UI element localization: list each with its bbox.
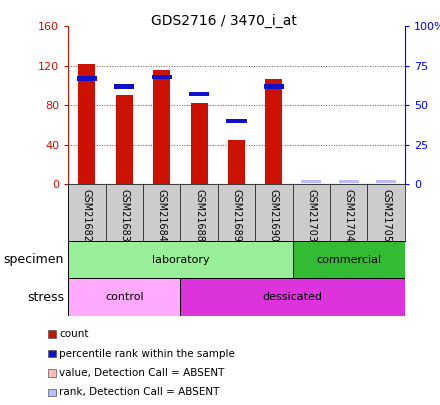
Bar (153, 70, 170, 184)
Bar (77, 76, 97, 81)
Text: control: control (105, 292, 143, 302)
Text: GSM21704: GSM21704 (344, 189, 354, 242)
Text: commercial: commercial (316, 255, 381, 264)
Text: percentile rank within the sample: percentile rank within the sample (59, 349, 235, 358)
Text: GDS2716 / 3470_i_at: GDS2716 / 3470_i_at (151, 14, 297, 28)
Bar (68, 278, 180, 316)
Bar (191, 103, 208, 184)
Text: laboratory: laboratory (152, 255, 209, 264)
Bar (116, 96, 133, 184)
Bar (152, 75, 172, 79)
Bar (68, 241, 293, 278)
Bar (264, 84, 284, 89)
Text: GSM21689: GSM21689 (231, 189, 242, 242)
Text: GSM21703: GSM21703 (306, 189, 316, 242)
Bar (339, 180, 359, 183)
Bar (301, 180, 321, 183)
Text: stress: stress (27, 290, 64, 304)
Text: GSM21684: GSM21684 (157, 189, 167, 242)
Text: count: count (59, 329, 89, 339)
Text: GSM21690: GSM21690 (269, 189, 279, 242)
Text: GSM21682: GSM21682 (82, 189, 92, 242)
Text: GSM21683: GSM21683 (119, 189, 129, 242)
Text: GSM21705: GSM21705 (381, 189, 391, 242)
Text: dessicated: dessicated (263, 292, 323, 302)
Bar (180, 278, 405, 316)
Bar (265, 79, 282, 184)
Bar (376, 180, 396, 183)
Bar (227, 119, 246, 123)
Bar (189, 92, 209, 96)
Text: specimen: specimen (4, 253, 64, 266)
Bar (114, 84, 134, 89)
Bar (78, 64, 95, 184)
Text: GSM21688: GSM21688 (194, 189, 204, 242)
Text: value, Detection Call = ABSENT: value, Detection Call = ABSENT (59, 368, 225, 378)
Bar (293, 241, 405, 278)
Bar (228, 140, 245, 184)
Text: rank, Detection Call = ABSENT: rank, Detection Call = ABSENT (59, 388, 220, 397)
